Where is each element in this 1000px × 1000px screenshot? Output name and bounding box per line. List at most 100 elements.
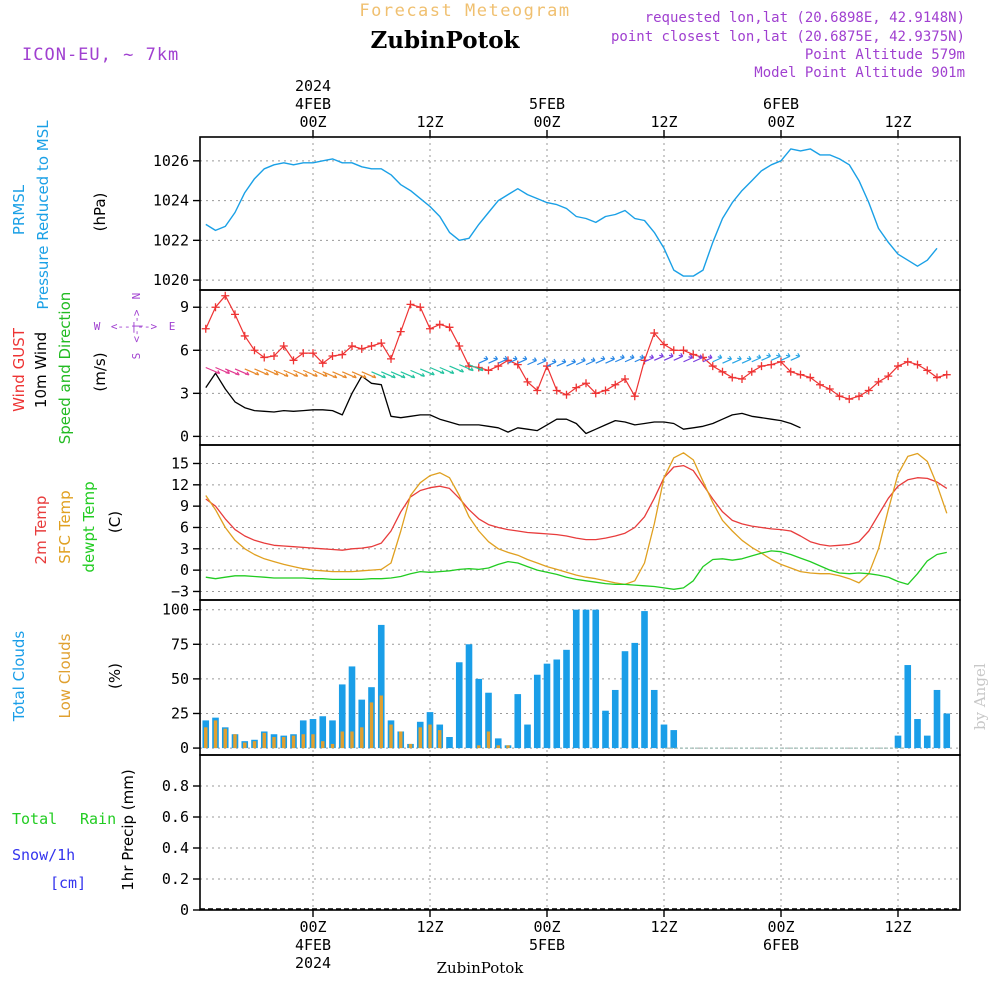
ytick-label-temperature: 12 <box>171 476 189 494</box>
wind-arrow <box>312 369 328 377</box>
gust-marker <box>933 373 941 382</box>
wind-arrow <box>663 352 674 361</box>
gust-marker <box>708 362 717 371</box>
ytick-label-precip: 0.8 <box>162 777 189 795</box>
low-cloud-bar <box>350 731 354 749</box>
wind-arrow <box>722 355 732 364</box>
wind-arrow <box>702 354 713 363</box>
frame-layer <box>199 136 961 911</box>
wind-arrow <box>624 354 635 363</box>
cloud-labels: Total Clouds Low Clouds (%) <box>10 631 124 723</box>
wind-arrow <box>234 368 250 376</box>
gust-marker <box>484 366 493 375</box>
ytick-label-wind: 3 <box>180 384 189 402</box>
total-cloud-bar <box>553 659 561 749</box>
low-cloud-bar <box>369 702 374 749</box>
low-cloud-bar <box>360 727 364 749</box>
wind-label-speed: Speed and Direction <box>56 292 74 445</box>
gust-line <box>205 295 947 400</box>
wind-arrow <box>400 371 416 379</box>
wind-arrow <box>683 354 693 363</box>
info-model-altitude: Model Point Altitude 901m <box>754 65 965 81</box>
gust-marker <box>767 360 776 369</box>
pressure-line <box>205 148 938 277</box>
ytick-label-clouds: 100 <box>162 601 189 619</box>
gust-marker <box>582 379 590 388</box>
total-cloud-bar <box>933 689 941 749</box>
low-cloud-bar <box>233 734 237 749</box>
top-time-label: 2024 <box>295 77 331 95</box>
panel-frame-wind <box>199 289 961 446</box>
gust-marker <box>348 341 356 350</box>
total-cloud-bar <box>894 735 902 749</box>
wind-arrow <box>780 352 791 361</box>
low-cloud-bar <box>213 720 218 749</box>
wind-arrow <box>488 355 498 364</box>
top-time-label: 00Z <box>767 113 794 131</box>
gust-marker <box>884 372 893 381</box>
gust-marker <box>611 380 620 389</box>
gust-marker <box>221 291 230 300</box>
wind-arrow <box>527 357 537 366</box>
total-cloud-bar <box>572 609 580 749</box>
wind-arrow <box>439 366 455 375</box>
wind-labels: Wind GUST 10m Wind Speed and Direction (… <box>10 292 109 445</box>
bottom-time-label: 12Z <box>884 918 911 936</box>
gust-marker <box>455 341 464 350</box>
gust-marker <box>270 352 278 361</box>
wind-arrow <box>351 371 367 379</box>
wind-compass: W E <--|--> N S <-|-> <box>94 293 176 360</box>
precip-label-snow: Snow/1h <box>12 846 75 864</box>
low-cloud-bar <box>204 727 208 749</box>
wind-arrow <box>420 368 435 376</box>
gust-marker <box>240 331 249 340</box>
gust-marker <box>660 340 668 349</box>
total-cloud-bar <box>631 642 639 749</box>
gust-marker <box>435 320 444 329</box>
gust-marker <box>367 341 376 350</box>
gust-marker <box>289 356 298 365</box>
ytick-label-pressure: 1022 <box>153 231 189 249</box>
wind-arrow <box>264 368 279 376</box>
gust-marker <box>777 357 785 366</box>
wind-arrow <box>546 358 557 367</box>
cloud-label-low: Low Clouds <box>56 633 74 718</box>
precip-label-cm: [cm] <box>50 874 86 892</box>
wind-arrow <box>342 371 357 379</box>
low-cloud-bar <box>389 724 393 749</box>
panel-frame-precip <box>199 754 961 911</box>
gust-marker <box>796 370 805 379</box>
total-cloud-bar <box>338 684 346 749</box>
gust-marker <box>650 329 659 338</box>
gust-marker <box>923 366 932 375</box>
total-cloud-bar <box>329 720 336 749</box>
total-cloud-bar <box>650 689 658 749</box>
wind-arrow <box>429 366 445 375</box>
ytick-label-wind: 0 <box>180 427 189 445</box>
gust-marker <box>309 349 317 358</box>
wind-line <box>205 372 801 435</box>
wind-arrow <box>644 354 654 363</box>
gust-marker <box>728 373 737 382</box>
total-cloud-bar <box>524 724 531 749</box>
wind-arrow <box>254 368 269 376</box>
low-cloud-bar <box>252 741 257 749</box>
bottom-time-label: 12Z <box>416 918 443 936</box>
wind-arrow <box>732 355 742 364</box>
temperature-labels: 2m Temp SFC Temp dewpt Temp (C) <box>32 481 124 572</box>
compass-north: N <box>130 293 143 300</box>
gust-marker <box>894 362 902 371</box>
total-cloud-bar <box>602 710 609 749</box>
gust-marker <box>396 327 405 336</box>
ytick-label-precip: 0 <box>180 901 189 919</box>
low-cloud-bar <box>243 742 247 749</box>
wind-arrow <box>517 355 528 364</box>
wind-arrow <box>595 355 606 364</box>
compass-south: S <box>130 353 143 360</box>
wind-arrow <box>634 354 645 363</box>
pressure-labels: PRMSL Pressure Reduced to MSL (hPa) <box>10 120 109 310</box>
total-cloud-bar <box>592 609 600 749</box>
wind-arrow <box>332 371 347 379</box>
total-cloud-bar <box>641 611 648 749</box>
grid-layer <box>200 137 960 911</box>
